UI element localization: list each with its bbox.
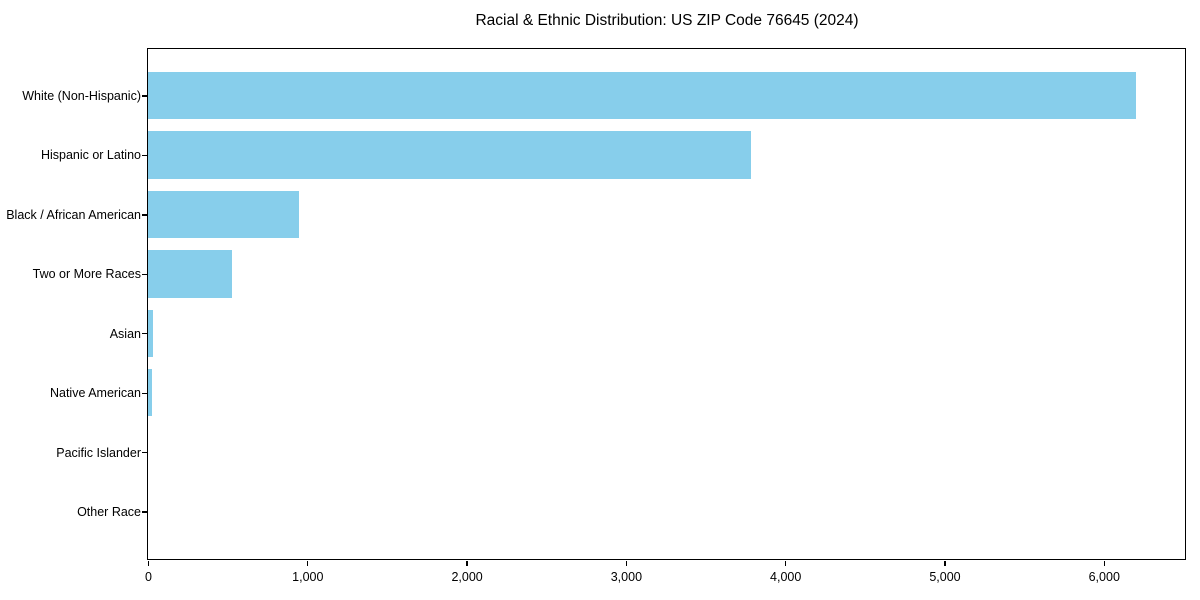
x-tick-label-5000: 5,000 — [929, 569, 961, 584]
x-tick-mark — [147, 561, 150, 566]
y-tick-mark — [142, 95, 147, 97]
y-tick-label-black-african-american: Black / African American — [6, 207, 141, 222]
y-tick-label-hispanic-or-latino: Hispanic or Latino — [40, 148, 141, 163]
x-tick-mark — [466, 561, 468, 566]
y-tick-label-pacific-islander: Pacific Islander — [56, 445, 141, 460]
x-tick-mark — [785, 561, 787, 566]
y-tick-label-other-race: Other Race — [77, 505, 141, 520]
bar-asian — [148, 309, 153, 357]
y-tick-label-asian: Asian — [109, 326, 141, 341]
bar-black-african-american — [148, 190, 300, 239]
y-tick-mark — [142, 392, 147, 394]
y-tick-label-two-or-more-races: Two or More Races — [32, 267, 141, 282]
x-tick-label-6000: 6,000 — [1088, 569, 1120, 584]
y-tick-mark — [142, 451, 147, 454]
x-tick-mark — [944, 561, 946, 566]
x-tick-mark — [307, 561, 309, 566]
x-tick-label-0: 0 — [145, 569, 152, 584]
bar-two-or-more-races — [148, 250, 233, 298]
bar-white-non-hispanic — [148, 71, 1136, 120]
y-tick-mark — [142, 511, 147, 513]
bar-native-american — [148, 368, 152, 417]
x-tick-label-2000: 2,000 — [451, 569, 483, 584]
chart-title: Racial & Ethnic Distribution: US ZIP Cod… — [475, 12, 859, 29]
y-tick-label-white-non-hispanic: White (Non-Hispanic) — [22, 89, 141, 103]
x-tick-label-3000: 3,000 — [610, 569, 643, 584]
x-tick-mark — [625, 561, 628, 566]
y-tick-mark — [142, 273, 147, 275]
plot-area — [147, 48, 1186, 560]
x-tick-label-4000: 4,000 — [770, 569, 802, 584]
x-tick-mark — [1103, 561, 1105, 566]
y-tick-mark — [142, 154, 147, 157]
y-tick-mark — [142, 333, 147, 335]
y-tick-mark — [142, 214, 147, 216]
y-tick-label-native-american: Native American — [49, 386, 141, 401]
bar-hispanic-or-latino — [148, 131, 751, 179]
x-tick-label-1000: 1,000 — [292, 569, 324, 584]
